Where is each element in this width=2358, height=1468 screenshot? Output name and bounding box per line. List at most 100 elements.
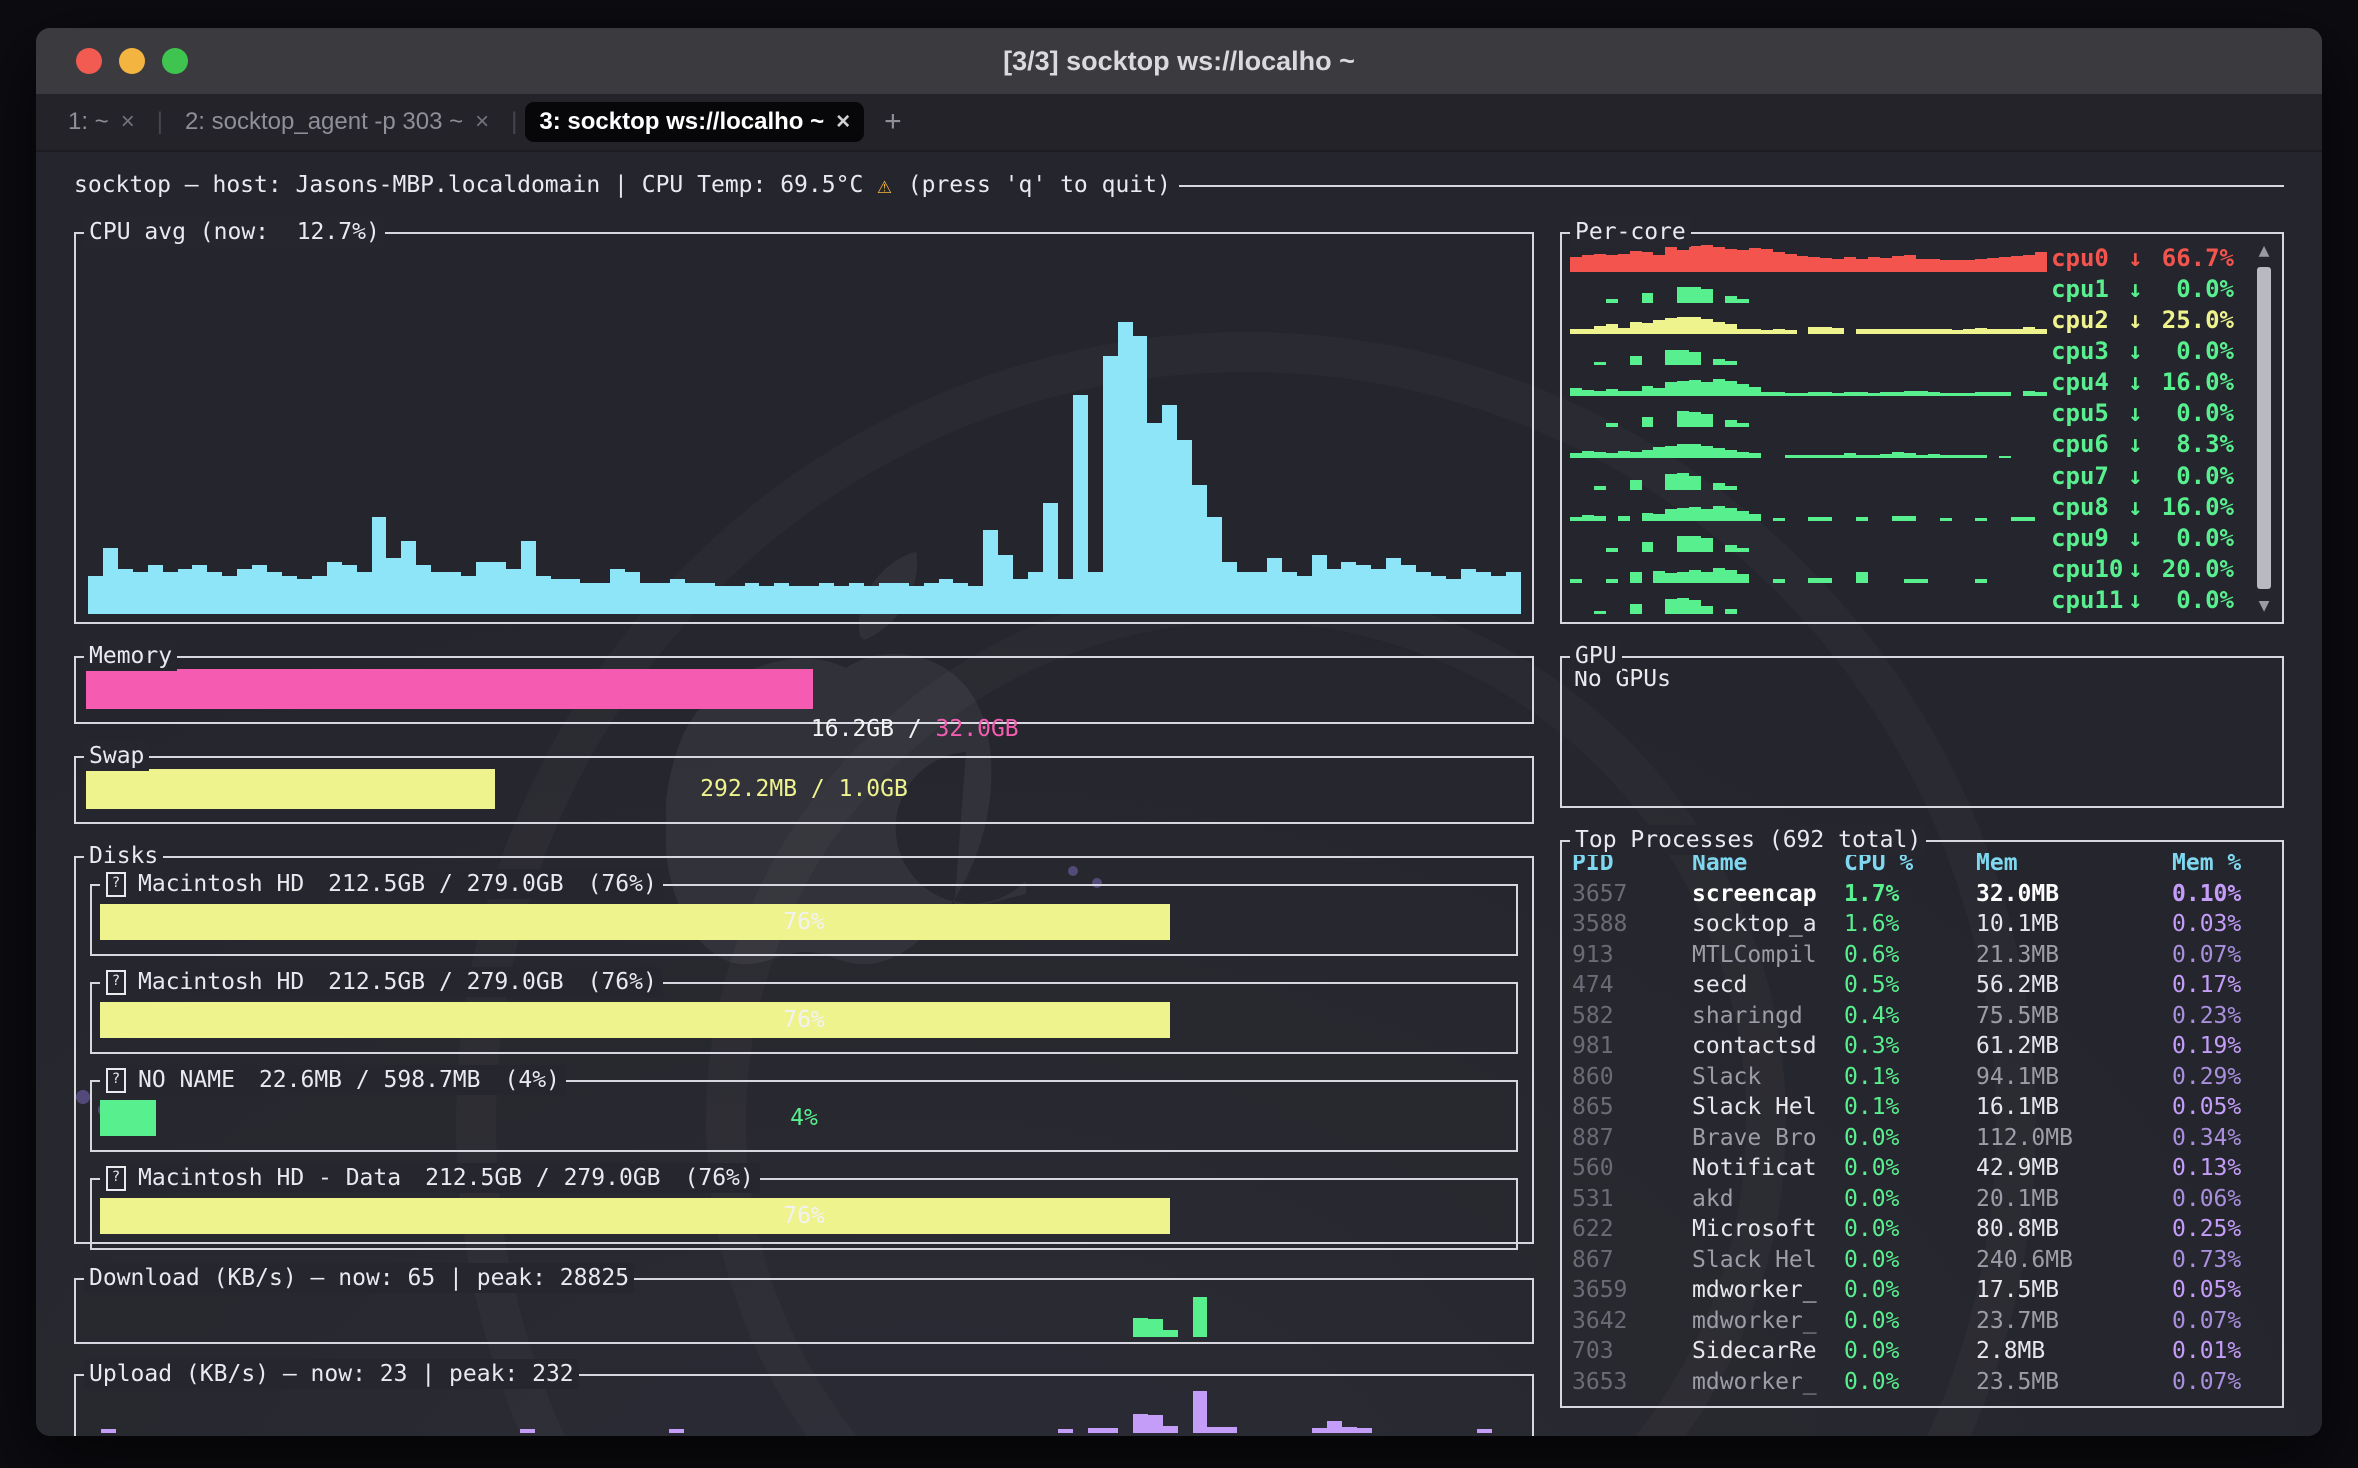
swap-panel: Swap 292.2MB / 1.0GB (74, 741, 1534, 824)
down-arrow-icon: ↓ (2128, 585, 2143, 614)
process-row-913[interactable]: 913 MTLCompil 0.6% 21.3MB 0.07% (1572, 940, 2274, 971)
zoom-window-button[interactable] (162, 48, 188, 74)
process-name: contactsd (1692, 1033, 1817, 1060)
chart-bar (1724, 420, 1737, 428)
column-header-mem-[interactable]: Mem % (2172, 850, 2242, 877)
chart-bar (1192, 485, 1208, 614)
process-row-3653[interactable]: 3653 mdworker_ 0.0% 23.5MB 0.07% (1572, 1367, 2274, 1398)
process-mem: 94.1MB (1976, 1063, 2060, 1090)
process-row-531[interactable]: 531 akd 0.0% 20.1MB 0.06% (1572, 1184, 2274, 1215)
process-row-981[interactable]: 981 contactsd 0.3% 61.2MB 0.19% (1572, 1031, 2274, 1062)
chart-bar (1629, 355, 1642, 366)
scroll-down-icon[interactable]: ▼ (2258, 595, 2270, 616)
chart-bar (1460, 568, 1476, 614)
chart-bar (1677, 536, 1690, 552)
chart-bar (1748, 453, 1761, 459)
process-row-3588[interactable]: 3588 socktop_a 1.6% 10.1MB 0.03% (1572, 909, 2274, 940)
chart-bar (1915, 258, 1928, 272)
chart-bar (669, 579, 685, 614)
chart-bar (1701, 413, 1714, 428)
chart-bar (1445, 579, 1461, 614)
process-row-3659[interactable]: 3659 mdworker_ 0.0% 17.5MB 0.05% (1572, 1275, 2274, 1306)
chart-bar (431, 572, 447, 614)
scrollbar-thumb[interactable] (2257, 267, 2271, 589)
chart-bar (699, 582, 715, 614)
tab-2[interactable]: 2: socktop_agent -p 303 ~ × (171, 102, 503, 142)
process-cpu: 0.0% (1844, 1338, 1900, 1365)
chart-bar (1641, 449, 1654, 459)
chart-bar (1760, 329, 1773, 335)
column-header-mem[interactable]: Mem (1976, 850, 2018, 877)
process-row-887[interactable]: 887 Brave Bro 0.0% 112.0MB 0.34% (1572, 1123, 2274, 1154)
process-row-560[interactable]: 560 Notificat 0.0% 42.9MB 0.13% (1572, 1153, 2274, 1184)
process-row-3657[interactable]: 3657 screencap 1.7% 32.0MB 0.10% (1572, 879, 2274, 910)
disk-gauge-fill (100, 1100, 157, 1136)
disk-name: NO NAME (138, 1067, 235, 1093)
tab-1[interactable]: 1: ~ × (54, 102, 149, 142)
warning-icon: ⚠ (877, 171, 892, 199)
chart-bar (595, 582, 611, 614)
chart-bar (1713, 447, 1725, 459)
chart-bar (1689, 316, 1702, 335)
chart-bar (1701, 445, 1714, 459)
chart-bar (1162, 1425, 1178, 1433)
new-tab-button[interactable]: + (884, 105, 902, 138)
chart-bar (1736, 510, 1749, 521)
tab-separator: | (511, 108, 518, 135)
chart-bar (1748, 329, 1761, 335)
chart-bar (1653, 319, 1666, 335)
swap-gauge-fill (86, 769, 496, 809)
process-memp: 0.05% (2172, 1094, 2242, 1121)
process-row-582[interactable]: 582 sharingd 0.4% 75.5MB 0.23% (1572, 1001, 2274, 1032)
chart-bar (1689, 286, 1702, 304)
process-row-474[interactable]: 474 secd 0.5% 56.2MB 0.17% (1572, 970, 2274, 1001)
chart-bar (640, 582, 656, 614)
core-row-cpu7: cpu7 ↓ 0.0% (1570, 462, 2234, 490)
core-row-cpu5: cpu5 ↓ 0.0% (1570, 399, 2234, 428)
process-pid: 474 (1572, 972, 1614, 999)
chart-bar (1724, 249, 1737, 272)
core-row-cpu0: cpu0 ↓ 66.7% (1570, 244, 2234, 272)
chart-bar (1689, 570, 1702, 583)
chart-bar (100, 1429, 116, 1433)
disk-gauge: 76% (100, 904, 1508, 940)
chart-bar (1057, 579, 1073, 614)
per-core-rows: cpu0 ↓ 66.7% cpu1 ↓ 0.0% cpu2 ↓ 25.0% cpu3 ↓ 0.0% cp… (1570, 244, 2234, 614)
tab-2-close-icon[interactable]: × (475, 108, 490, 135)
process-row-867[interactable]: 867 Slack Hel 0.0% 240.6MB 0.73% (1572, 1245, 2274, 1276)
chart-bar (1844, 453, 1857, 459)
tab-3-close-icon[interactable]: × (836, 108, 851, 135)
chart-bar (1629, 479, 1642, 490)
process-row-703[interactable]: 703 SidecarRe 0.0% 2.8MB 0.01% (1572, 1336, 2274, 1367)
process-row-865[interactable]: 865 Slack Hel 0.1% 16.1MB 0.05% (1572, 1092, 2274, 1123)
process-row-622[interactable]: 622 Microsoft 0.0% 80.8MB 0.25% (1572, 1214, 2274, 1245)
process-pid: 3653 (1572, 1368, 1628, 1395)
core-sparkline-cpu7 (1570, 462, 2047, 490)
chart-bar (1617, 515, 1630, 521)
disk-title: ? Macintosh HD - Data 212.5GB / 279.0GB (76… (100, 1163, 760, 1193)
chart-bar (88, 575, 103, 614)
chart-bar (1222, 561, 1237, 614)
chart-bar (1222, 1427, 1238, 1433)
chart-bar (1939, 259, 1952, 272)
chart-bar (1593, 610, 1606, 614)
minimize-window-button[interactable] (119, 48, 145, 74)
process-pid: 703 (1572, 1338, 1614, 1365)
scroll-up-icon[interactable]: ▲ (2258, 240, 2270, 261)
chart-bar (1903, 255, 1916, 272)
process-row-3642[interactable]: 3642 mdworker_ 0.0% 23.7MB 0.07% (1572, 1306, 2274, 1337)
tab-1-close-icon[interactable]: × (120, 108, 135, 135)
close-window-button[interactable] (76, 48, 102, 74)
core-name: cpu4 (2051, 368, 2109, 397)
process-memp: 0.06% (2172, 1185, 2242, 1212)
chart-bar (655, 582, 670, 614)
process-mem: 112.0MB (1976, 1124, 2073, 1151)
chart-bar (1629, 321, 1642, 335)
tab-3-active[interactable]: 3: socktop ws://localho ~ × (525, 102, 865, 142)
chart-bar (461, 575, 476, 614)
process-row-860[interactable]: 860 Slack 0.1% 94.1MB 0.29% (1572, 1062, 2274, 1093)
chart-bar (1856, 454, 1869, 459)
per-core-scrollbar[interactable]: ▲ ▼ (2251, 240, 2277, 616)
disk-gauge-label: 76% (783, 1007, 825, 1033)
chart-bar (1251, 572, 1267, 614)
